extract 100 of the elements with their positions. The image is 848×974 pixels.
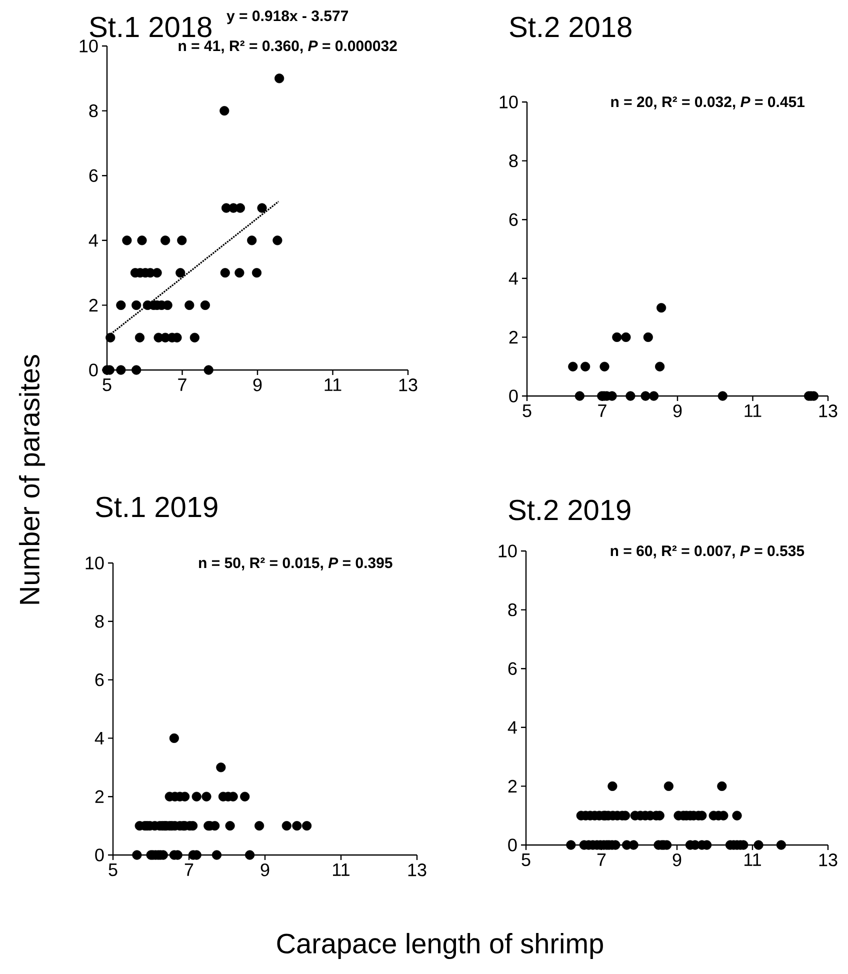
chart-title: St.2 2019 <box>508 500 630 520</box>
point <box>580 362 590 372</box>
point <box>254 820 264 831</box>
y-tick-label: 2 <box>95 790 104 803</box>
point <box>302 820 312 831</box>
x-tick-label: 13 <box>399 378 418 392</box>
point <box>574 391 584 401</box>
point <box>272 236 282 246</box>
point <box>132 850 142 860</box>
point <box>717 781 727 791</box>
point <box>116 300 126 310</box>
point <box>568 362 578 372</box>
x-tick-label: 5 <box>522 854 530 866</box>
y-tick-label: 10 <box>500 96 518 108</box>
chart-title: St.1 2019 <box>96 496 218 518</box>
point <box>621 332 631 342</box>
y-tick-label: 2 <box>509 330 518 344</box>
x-tick-label: 13 <box>408 864 426 876</box>
x-tick-label: 7 <box>597 854 606 866</box>
point <box>754 840 764 850</box>
annotation: n = 50, R² = 0.015, P = 0.395 <box>199 558 392 570</box>
y-tick-label: 8 <box>95 615 104 628</box>
point <box>204 365 214 375</box>
x-tick-label: 11 <box>324 378 342 391</box>
point <box>608 781 618 791</box>
text: y = 0.918x - 3.577 <box>226 10 348 24</box>
y-tick-label: 6 <box>509 213 518 226</box>
point <box>184 300 194 310</box>
point <box>192 792 202 802</box>
point <box>240 792 250 802</box>
point <box>600 362 610 372</box>
y-tick-label: 0 <box>508 838 517 852</box>
point <box>247 236 257 246</box>
y-tick-label: 4 <box>94 732 104 744</box>
point <box>282 820 292 831</box>
x-tick-label: 11 <box>744 404 762 417</box>
point <box>225 820 235 831</box>
y-tick-label: 8 <box>508 603 517 616</box>
x-tick-label: 5 <box>108 864 118 876</box>
y-tick-label: 4 <box>88 234 98 247</box>
y-tick-label: 4 <box>508 721 517 734</box>
y-tick-label: 6 <box>95 673 104 686</box>
y-tick-label: 6 <box>508 662 517 675</box>
x-tick-label: 9 <box>260 864 270 876</box>
point <box>234 268 244 278</box>
x-tick-label: 5 <box>102 378 112 392</box>
point <box>220 106 230 116</box>
x-tick-label: 9 <box>673 404 682 418</box>
point <box>176 268 186 278</box>
point <box>220 268 230 278</box>
point <box>656 302 666 313</box>
y-axis-title: Number of parasites <box>18 355 46 604</box>
point <box>664 781 674 791</box>
x-tick-label: 7 <box>184 864 194 876</box>
y-tick-label: 4 <box>508 272 518 285</box>
point <box>718 391 728 401</box>
chart-title: St.1 2018 <box>90 16 212 38</box>
point <box>216 762 226 772</box>
point <box>566 840 576 850</box>
x-tick-label: 9 <box>253 378 262 392</box>
y-tick-label: 10 <box>80 40 98 52</box>
point <box>732 810 742 820</box>
point <box>628 840 638 850</box>
x-tick-label: 7 <box>598 404 606 417</box>
x-axis-title: Carapace length of shrimp <box>277 932 603 960</box>
point <box>252 268 262 278</box>
annotation: n = 41, R² = 0.360, P = 0.000032 <box>178 40 397 54</box>
point <box>132 300 142 310</box>
x-tick-label: 11 <box>744 854 761 866</box>
point <box>106 332 116 342</box>
point <box>776 840 786 850</box>
x-tick-label: 11 <box>333 864 350 876</box>
point <box>212 850 222 860</box>
point <box>137 236 147 246</box>
x-tick-label: 7 <box>178 378 186 391</box>
x-tick-label: 13 <box>819 404 838 418</box>
y-tick-label: 0 <box>95 848 104 862</box>
x-tick-label: 13 <box>819 854 838 866</box>
point <box>152 268 162 278</box>
chart-title: St.2 2018 <box>510 16 632 38</box>
point <box>132 365 142 375</box>
y-tick-label: 6 <box>89 169 98 182</box>
point <box>640 391 650 401</box>
point <box>257 203 267 213</box>
point <box>643 332 653 342</box>
point <box>169 733 179 743</box>
point <box>626 391 636 401</box>
point <box>612 332 622 342</box>
y-tick-label: 8 <box>89 104 98 118</box>
annotation: n = 20, R² = 0.032, P = 0.451 <box>611 96 805 110</box>
point <box>655 362 665 372</box>
x-tick-label: 5 <box>522 404 532 418</box>
point <box>177 236 187 246</box>
point <box>116 365 126 375</box>
point <box>244 850 255 860</box>
point <box>162 300 172 310</box>
point <box>160 236 170 246</box>
y-tick-label: 8 <box>509 154 518 168</box>
y-tick-label: 10 <box>498 544 517 558</box>
point <box>274 74 284 84</box>
